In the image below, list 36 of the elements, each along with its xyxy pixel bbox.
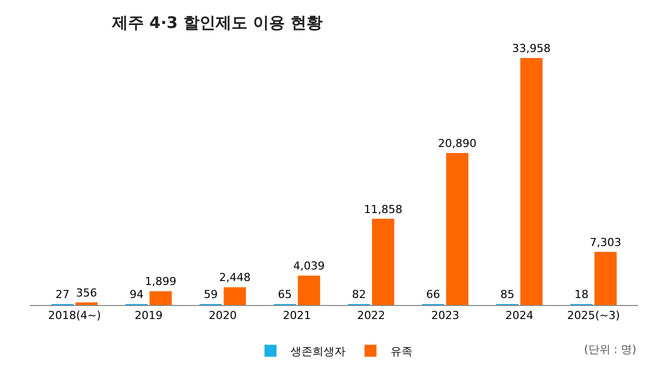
bar (446, 153, 468, 305)
data-label: 27 (55, 288, 70, 301)
x-tick-label: 2025(~3) (567, 309, 620, 322)
data-label: 11,858 (364, 202, 402, 216)
bar (298, 276, 320, 305)
data-label: 2,448 (219, 271, 251, 284)
data-label: 65 (278, 288, 292, 301)
data-label: 7,303 (590, 236, 622, 249)
data-label: 85 (500, 288, 514, 301)
bar (150, 291, 172, 305)
bar (372, 218, 394, 305)
data-label: 4,039 (293, 260, 325, 273)
data-label: 20,890 (438, 137, 477, 150)
x-tick-label: 2023 (431, 309, 460, 322)
data-label: 59 (204, 288, 218, 301)
x-tick-label: 2018(4~) (48, 309, 101, 322)
legend-label: 유족 (390, 344, 412, 358)
data-label: 356 (76, 286, 98, 300)
data-label: 82 (352, 288, 366, 301)
bar (594, 252, 617, 305)
x-tick-label: 2021 (282, 309, 311, 322)
data-label: 94 (130, 288, 144, 301)
bar (75, 302, 98, 305)
chart-title: 제주 4·3 할인제도 이용 현황 (110, 13, 322, 32)
x-tick-label: 2024 (505, 309, 534, 322)
data-label: 18 (574, 288, 588, 301)
x-tick-label: 2019 (134, 309, 163, 322)
bar (520, 58, 543, 305)
data-label: 66 (426, 288, 440, 301)
bar (224, 287, 246, 305)
data-label: 33,958 (512, 42, 551, 55)
legend-label: 생존희생자 (290, 344, 346, 358)
x-tick-label: 2022 (357, 309, 386, 322)
x-tick-label: 2020 (208, 309, 237, 322)
data-label: 1,899 (144, 275, 176, 288)
text: (단위 : 명) (584, 343, 636, 356)
